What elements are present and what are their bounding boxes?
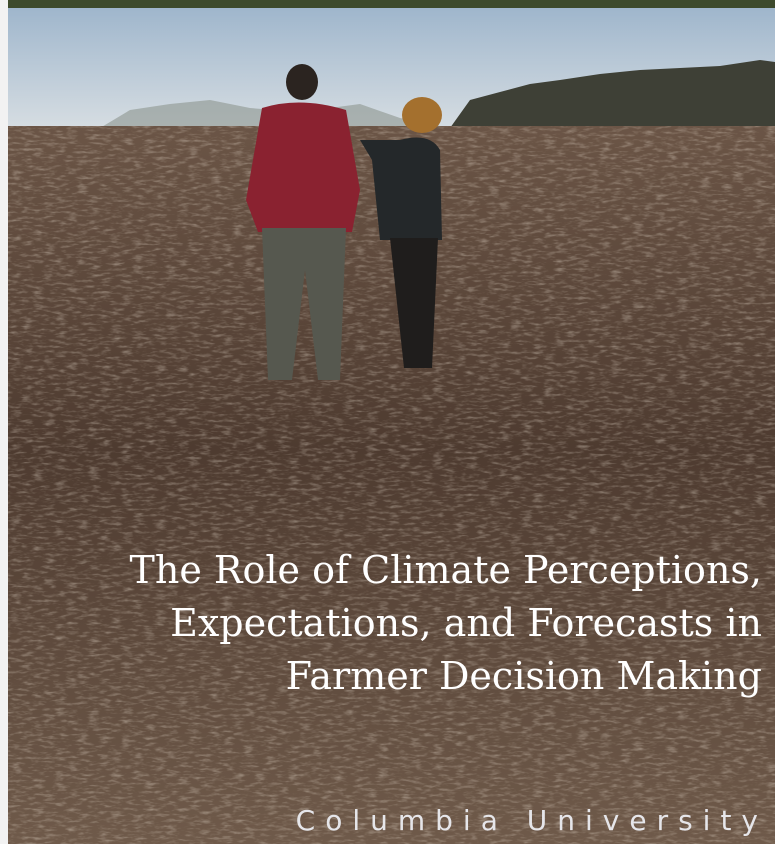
woman-figure — [360, 97, 442, 368]
left-strip — [0, 0, 8, 844]
tree-line — [450, 60, 775, 128]
top-strip — [0, 0, 775, 8]
man-figure — [246, 64, 360, 380]
title-line: Expectations, and Forecasts in — [170, 601, 762, 645]
title-line: The Role of Climate Perceptions, — [130, 548, 763, 592]
title-line: Farmer Decision Making — [286, 654, 762, 698]
publisher: Columbia University — [296, 804, 768, 837]
